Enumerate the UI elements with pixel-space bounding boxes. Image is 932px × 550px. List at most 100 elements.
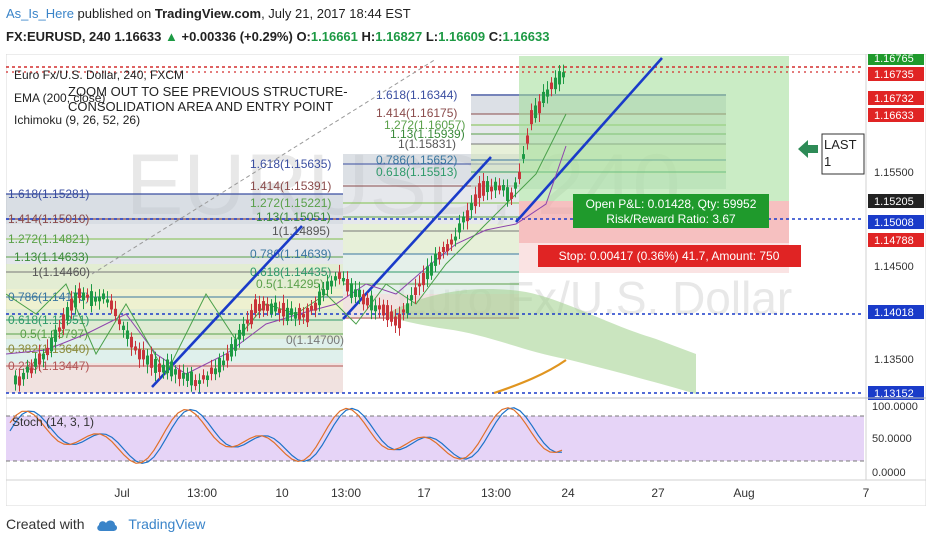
price-tick: 1.15205: [874, 196, 914, 208]
candle-body: [438, 251, 441, 260]
candlestick-series: [14, 64, 565, 393]
candle-body: [226, 353, 229, 361]
candle-body: [558, 71, 561, 85]
candle-body: [290, 308, 293, 316]
pnl-box[interactable]: [573, 194, 769, 228]
candle-body: [506, 187, 509, 202]
candle-body: [22, 372, 25, 380]
up-triangle-icon: ▲: [165, 29, 178, 44]
candle-body: [250, 310, 253, 325]
chart-area[interactable]: EURUSD, 240 Euro Fx/U.S. Dollar 1.618(1.…: [5, 51, 927, 507]
fib-label: 1.414(1.15391): [250, 179, 331, 193]
candle-body: [398, 313, 401, 329]
time-axis[interactable]: Jul 13:00 10 13:00 17 13:00 24 27 Aug 7: [114, 486, 869, 500]
candle-body: [162, 364, 165, 373]
note-annotation[interactable]: ZOOM OUT TO SEE PREVIOUS STRUCTURE- CONS…: [68, 84, 368, 124]
fib-label: 1.13(1.15051): [256, 210, 331, 224]
price-tick: 1.15008: [874, 217, 914, 229]
candle-body: [430, 262, 433, 276]
site-name[interactable]: TradingView.com: [154, 6, 262, 21]
candle-body: [122, 325, 125, 330]
pnl-line2: Risk/Reward Ratio: 3.67: [606, 212, 736, 226]
candle-body: [526, 135, 529, 144]
candle-body: [562, 72, 565, 78]
candle-body: [74, 292, 77, 308]
candle-body: [38, 353, 41, 365]
low-value: 1.16609: [438, 29, 486, 44]
candle-body: [130, 336, 133, 348]
candle-body: [66, 307, 69, 321]
open-label: O:: [296, 29, 311, 44]
price-tick: 1.13152: [874, 388, 914, 400]
time-tick: 13:00: [331, 486, 361, 500]
candle-body: [254, 299, 257, 313]
fib-label: 1.414(1.16175): [376, 106, 457, 120]
fib-label: 1(1.14895): [272, 224, 330, 238]
candle-body: [426, 266, 429, 280]
candle-body: [54, 329, 57, 342]
time-tick: 13:00: [481, 486, 511, 500]
symbol-quote-line: FX:EURUSD, 240 1.16633 ▲ +0.00336 (+0.29…: [6, 29, 549, 44]
candle-body: [118, 319, 121, 325]
candle-body: [470, 202, 473, 211]
footer: Created with TradingView: [6, 516, 205, 540]
fib-label: 0.618(1.13951): [8, 313, 89, 327]
candle-body: [230, 344, 233, 357]
candle-body: [46, 347, 49, 356]
candle-body: [482, 180, 485, 196]
candle-body: [242, 323, 245, 336]
candle-body: [386, 305, 389, 321]
legend-ema[interactable]: EMA (200, close): [14, 91, 105, 105]
candle-body: [198, 380, 201, 384]
candle-body: [410, 295, 413, 301]
candle-body: [422, 273, 425, 286]
fib-label: 1(1.15831): [398, 137, 456, 151]
price-chart[interactable]: EURUSD, 240 Euro Fx/U.S. Dollar 1.618(1.…: [5, 51, 927, 507]
candle-body: [202, 375, 205, 380]
candle-body: [114, 308, 117, 317]
author-link[interactable]: As_Is_Here: [6, 6, 74, 21]
fib-label: 0.236(1.13447): [8, 359, 89, 373]
candle-body: [522, 154, 525, 159]
last-trade-label: LAST 1 TRADE: [824, 137, 864, 174]
last-trade-text: LAST 1 TRADE: [824, 137, 864, 174]
time-tick: 10: [275, 486, 289, 500]
stoch-legend: Stoch (14, 3, 1): [12, 415, 94, 429]
price-tick: 1.13500: [874, 354, 914, 366]
candle-body: [278, 308, 281, 313]
stochastic-pane[interactable]: Stoch (14, 3, 1) 100.0000 50.0000 0.0000: [6, 397, 926, 479]
candle-body: [454, 236, 457, 241]
candle-body: [182, 372, 185, 379]
trend-line[interactable]: [151, 225, 303, 388]
candle-body: [106, 299, 109, 303]
candle-body: [186, 373, 189, 381]
stop-box[interactable]: [538, 245, 801, 267]
candle-body: [82, 292, 85, 301]
candle-body: [466, 210, 469, 222]
published-text: published on: [73, 6, 155, 21]
price-tag: [868, 108, 924, 122]
trend-line[interactable]: [342, 156, 492, 320]
price-axis[interactable]: 1.16765 1.16735 1.16732 1.16633 1.15500 1.152…: [868, 51, 924, 400]
close-value: 1.16633: [502, 29, 550, 44]
candle-body: [194, 380, 197, 387]
stoch-d-line: [9, 407, 563, 464]
stoch-tick: 100.0000: [872, 401, 918, 413]
candle-body: [146, 355, 149, 365]
price-tick: 1.14500: [874, 261, 914, 273]
tradingview-brand[interactable]: TradingView: [128, 516, 206, 532]
price-tag: [868, 51, 924, 65]
candle-body: [302, 313, 305, 318]
price-tag: [868, 91, 924, 105]
high-label: H:: [361, 29, 376, 44]
candle-body: [546, 89, 549, 97]
candle-body: [214, 368, 217, 375]
price-tick: 1.14018: [874, 307, 914, 319]
time-tick: Aug: [733, 486, 754, 500]
candle-body: [246, 319, 249, 324]
fib-label: 0.786(1.14639): [250, 247, 331, 261]
legend-ichimoku[interactable]: Ichimoku (9, 26, 52, 26): [14, 113, 140, 127]
last-trade-callout[interactable]: [821, 133, 865, 175]
trend-line[interactable]: [515, 57, 663, 223]
fib-label: 1.618(1.15635): [250, 157, 331, 171]
